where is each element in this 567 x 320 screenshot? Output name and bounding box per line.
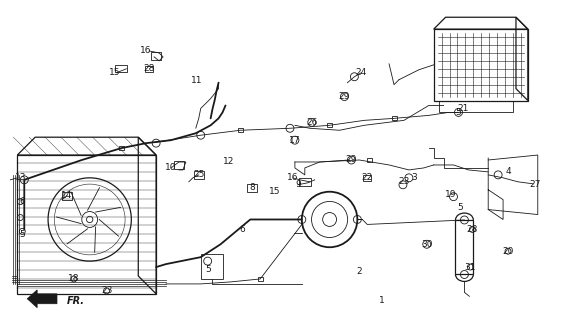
Bar bbox=[434, 29, 528, 100]
Bar bbox=[392, 116, 396, 120]
Polygon shape bbox=[27, 290, 57, 308]
Text: 31: 31 bbox=[464, 263, 476, 272]
Bar bbox=[116, 65, 128, 72]
Text: FR.: FR. bbox=[67, 296, 85, 306]
Text: 15: 15 bbox=[109, 68, 120, 77]
Bar bbox=[119, 146, 124, 150]
Bar bbox=[62, 192, 72, 200]
Text: 5: 5 bbox=[205, 265, 210, 274]
Text: 5: 5 bbox=[456, 108, 462, 117]
Bar bbox=[327, 123, 332, 127]
Text: 16: 16 bbox=[141, 46, 152, 55]
Text: 30: 30 bbox=[421, 240, 433, 249]
Text: 11: 11 bbox=[191, 76, 202, 85]
Text: 10: 10 bbox=[165, 164, 177, 172]
Bar bbox=[258, 277, 263, 281]
Bar bbox=[151, 52, 161, 60]
Bar bbox=[247, 184, 257, 192]
Bar bbox=[363, 175, 371, 181]
Text: 15: 15 bbox=[269, 187, 281, 196]
Text: 4: 4 bbox=[505, 167, 511, 176]
Text: 28: 28 bbox=[143, 64, 155, 73]
Text: 8: 8 bbox=[249, 183, 255, 192]
Text: 26: 26 bbox=[306, 118, 318, 127]
Text: 28: 28 bbox=[467, 225, 478, 234]
Text: 29: 29 bbox=[338, 92, 350, 101]
Text: 21: 21 bbox=[458, 104, 469, 113]
Text: 1: 1 bbox=[379, 296, 385, 305]
Text: 19: 19 bbox=[445, 190, 456, 199]
Text: 9: 9 bbox=[295, 180, 301, 189]
Bar bbox=[145, 66, 153, 72]
Text: 6: 6 bbox=[19, 197, 25, 206]
Bar bbox=[201, 254, 222, 279]
Bar bbox=[455, 220, 473, 275]
Text: 20: 20 bbox=[502, 247, 514, 256]
Text: 3: 3 bbox=[411, 173, 417, 182]
Text: 13: 13 bbox=[15, 173, 26, 182]
Text: 24: 24 bbox=[356, 68, 367, 77]
Text: 18: 18 bbox=[68, 275, 79, 284]
Text: 2: 2 bbox=[357, 267, 362, 276]
Bar bbox=[299, 178, 311, 186]
Text: 6: 6 bbox=[239, 225, 246, 234]
Text: 25: 25 bbox=[193, 170, 205, 180]
Text: 27: 27 bbox=[529, 180, 540, 189]
Text: 17: 17 bbox=[289, 136, 301, 145]
Text: 29: 29 bbox=[346, 156, 357, 164]
Bar bbox=[174, 161, 184, 169]
Text: 23: 23 bbox=[398, 177, 409, 186]
Bar bbox=[439, 100, 513, 112]
Text: 14: 14 bbox=[61, 191, 73, 200]
Bar bbox=[194, 171, 204, 179]
Text: 12: 12 bbox=[223, 157, 234, 166]
Bar bbox=[367, 158, 372, 162]
Text: 16: 16 bbox=[287, 173, 299, 182]
Bar bbox=[238, 128, 243, 132]
Text: 22: 22 bbox=[362, 173, 373, 182]
Text: 5: 5 bbox=[458, 203, 463, 212]
Text: 5: 5 bbox=[19, 230, 25, 239]
Text: 23: 23 bbox=[101, 286, 112, 295]
